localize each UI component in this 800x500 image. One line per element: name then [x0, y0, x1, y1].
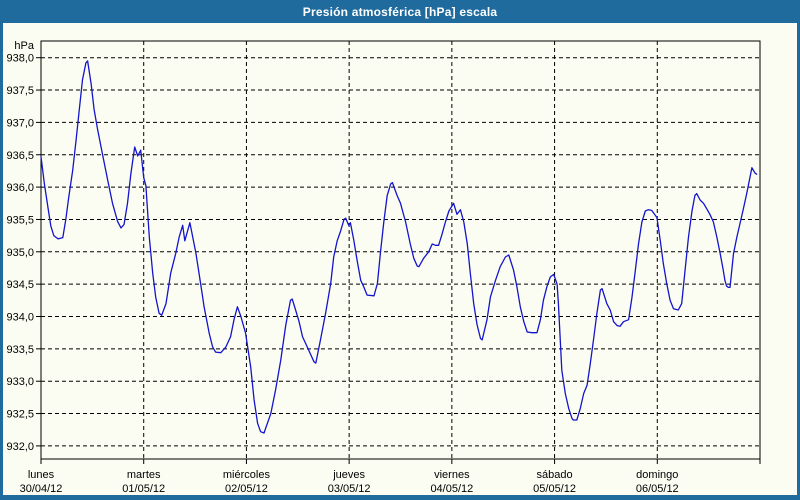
x-date-label: 04/05/12 [430, 483, 473, 495]
x-day-label: miércoles [223, 469, 271, 481]
x-day-label: lunes [28, 469, 55, 481]
y-tick-label: 937,5 [6, 85, 34, 97]
chart-container: 938,0 937,5 937,0 936,5 936,0 935,5 935,0 934,5… [3, 23, 797, 495]
x-day-label: domingo [636, 469, 678, 481]
pressure-chart: 938,0 937,5 937,0 936,5 936,0 935,5 935,0 934,5… [6, 40, 761, 495]
chart-title: Presión atmosférica [hPa] escala [302, 4, 498, 19]
y-tick-label: 933,5 [6, 344, 34, 356]
plot-border [40, 40, 761, 460]
y-tick-label: 934,5 [6, 279, 34, 291]
x-date-label: 01/05/12 [122, 483, 165, 495]
x-day-label: jueves [332, 469, 365, 481]
x-date-label: 05/05/12 [533, 483, 576, 495]
y-tick-label: 932,5 [6, 409, 34, 421]
x-date-label: 02/05/12 [225, 483, 268, 495]
x-day-label: sábado [537, 469, 573, 481]
y-tick-label: 933,0 [6, 376, 34, 388]
y-tick-label: 932,0 [6, 441, 34, 453]
y-tick-label: 934,0 [6, 312, 34, 324]
x-date-label: 06/05/12 [636, 483, 679, 495]
y-tick-label: 935,5 [6, 214, 34, 226]
y-tick-label: 938,0 [6, 53, 34, 65]
x-day-label: viernes [434, 469, 470, 481]
x-date-label: 03/05/12 [328, 483, 371, 495]
y-tick-label: 936,5 [6, 150, 34, 162]
y-axis-unit-label: hPa [14, 40, 34, 52]
title-bar: Presión atmosférica [hPa] escala [0, 0, 800, 23]
y-tick-label: 936,0 [6, 182, 34, 194]
y-tick-label: 937,0 [6, 117, 34, 129]
x-date-label: 30/04/12 [20, 483, 63, 495]
pressure-line [40, 60, 758, 434]
y-tick-label: 935,0 [6, 247, 34, 259]
x-day-label: martes [127, 469, 161, 481]
